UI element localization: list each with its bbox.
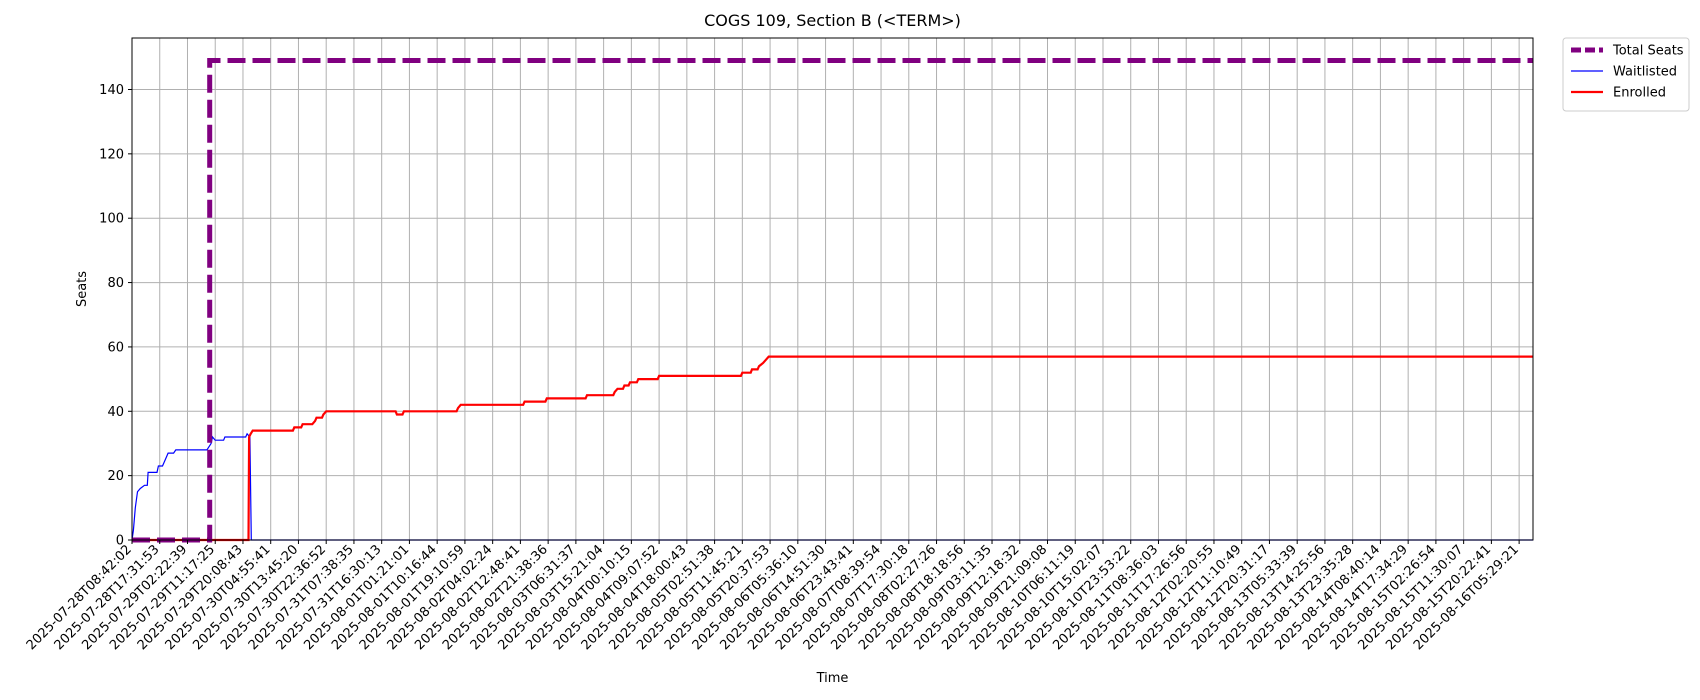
- y-tick-label: 20: [107, 469, 124, 484]
- legend: Total Seats Waitlisted Enrolled: [1562, 37, 1690, 112]
- y-tick-label: 0: [116, 534, 124, 549]
- y-tick-label: 100: [99, 212, 124, 227]
- y-axis: 0 20 40 60 80 100 120 140: [99, 83, 132, 549]
- y-axis-label: Seats: [75, 271, 90, 307]
- x-axis-label: Time: [816, 671, 849, 686]
- series-line-waitlisted: [131, 432, 1533, 541]
- series-line-enrolled: [132, 355, 1533, 542]
- legend-label: Enrolled: [1613, 86, 1666, 101]
- y-tick-label: 80: [107, 276, 124, 291]
- y-tick-label: 140: [99, 83, 124, 98]
- legend-label: Waitlisted: [1613, 65, 1677, 80]
- y-tick-label: 40: [107, 405, 124, 420]
- y-tick-label: 120: [99, 147, 124, 162]
- y-tick-label: 60: [107, 340, 124, 355]
- x-axis: 2025-07-28T08:42:022025-07-28T17:31:5320…: [24, 540, 1522, 653]
- legend-label: Total Seats: [1612, 44, 1684, 59]
- plot-frame: [131, 37, 1534, 541]
- chart-title: COGS 109, Section B (<TERM>): [704, 11, 961, 30]
